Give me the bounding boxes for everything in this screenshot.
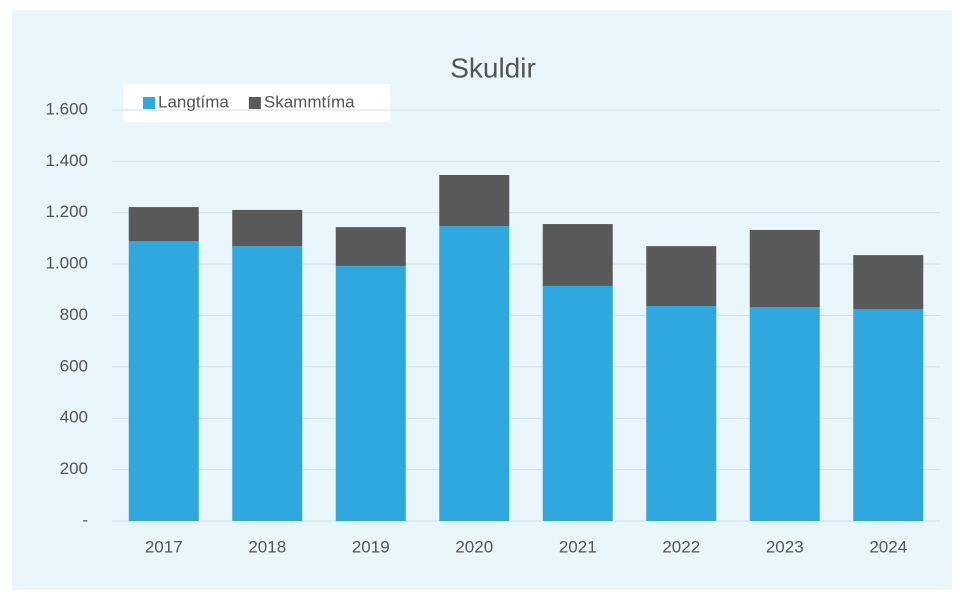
x-tick-label: 2021: [559, 537, 597, 556]
legend-label: Skammtíma: [264, 92, 355, 111]
legend-label: Langtíma: [158, 92, 229, 111]
bar-segment: [853, 255, 924, 310]
x-tick-label: 2019: [352, 537, 390, 556]
y-tick-label: 1.600: [45, 99, 88, 118]
bar-segment: [232, 209, 303, 247]
x-tick-label: 2024: [869, 537, 907, 556]
bar-segment: [646, 305, 717, 521]
bar-segment: [128, 241, 199, 521]
x-tick-label: 2018: [248, 537, 286, 556]
chart-title: Skuldir: [450, 52, 536, 83]
y-tick-label: 200: [60, 459, 88, 478]
bar-segment: [853, 309, 924, 521]
bar-segment: [749, 307, 820, 521]
y-tick-label: 1.200: [45, 202, 88, 221]
y-tick-label: 400: [60, 408, 88, 427]
bar-segment: [646, 246, 717, 306]
legend-swatch: [248, 97, 261, 109]
x-tick-label: 2017: [145, 537, 183, 556]
bar-segment: [439, 226, 510, 522]
x-tick-label: 2020: [455, 537, 493, 556]
legend-swatch: [143, 97, 155, 109]
bar-segment: [542, 285, 613, 521]
bar-segment: [439, 174, 510, 227]
bar-segment: [749, 229, 820, 308]
bar-segment: [232, 246, 303, 522]
x-tick-label: 2022: [662, 537, 700, 556]
bar-segment: [335, 265, 406, 521]
y-tick-label: -: [82, 510, 88, 529]
y-tick-label: 800: [60, 305, 88, 324]
bar-segment: [335, 227, 406, 266]
bar-segment: [542, 224, 613, 286]
x-tick-label: 2023: [766, 537, 804, 556]
bar-segment: [128, 207, 199, 242]
y-tick-label: 1.400: [45, 151, 88, 170]
y-tick-label: 600: [60, 356, 88, 375]
y-tick-label: 1.000: [45, 254, 88, 273]
